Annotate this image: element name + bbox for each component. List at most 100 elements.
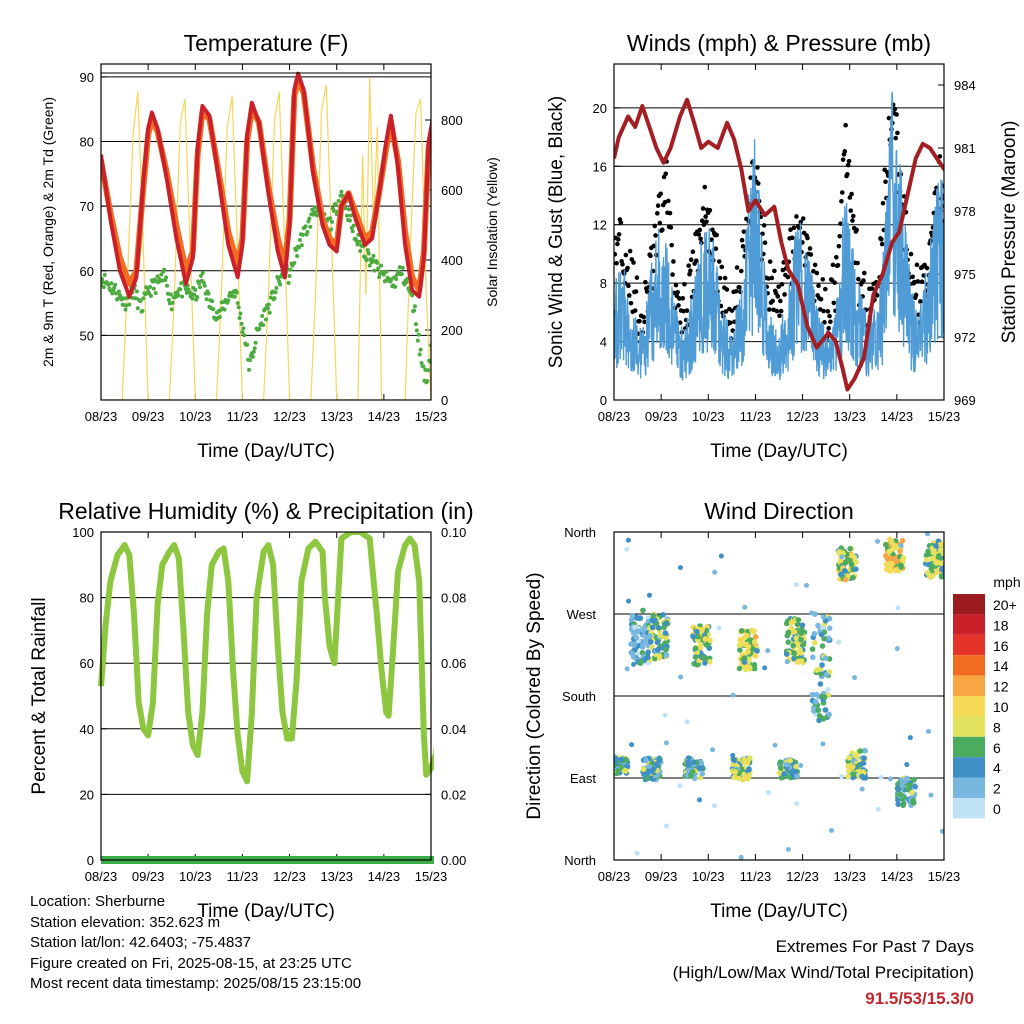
gust-point	[686, 263, 691, 268]
dewpoint-point	[192, 292, 197, 297]
legend-swatch	[953, 696, 985, 717]
dewpoint-point	[310, 207, 315, 212]
gust-point	[748, 175, 753, 181]
direction-point	[684, 719, 690, 725]
direction-point	[944, 681, 949, 686]
direction-point	[793, 635, 800, 641]
direction-point	[752, 634, 759, 640]
x-tick-label: 10/23	[692, 869, 725, 884]
dewpoint-point	[300, 232, 305, 237]
gust-point	[862, 270, 867, 276]
dewpoint-point	[379, 263, 384, 268]
dewpoint-point	[153, 291, 158, 296]
plot-frame	[100, 63, 432, 401]
gust-point	[719, 264, 725, 270]
direction-point	[607, 763, 613, 769]
gust-point	[848, 208, 854, 213]
direction-point	[607, 760, 613, 766]
direction-point	[637, 660, 644, 666]
direction-point	[643, 757, 649, 764]
gust-point	[919, 279, 925, 285]
gust-point	[658, 191, 663, 197]
gust-point	[688, 268, 693, 274]
direction-point	[852, 752, 858, 758]
gust-point	[680, 295, 686, 301]
y2-axis-label: Station Pressure (Maroon)	[999, 121, 1020, 344]
direction-point	[895, 605, 901, 611]
direction-point	[883, 561, 890, 568]
dewpoint-point	[241, 326, 246, 331]
gust-point	[910, 274, 915, 280]
panel-title-3: Wind Direction	[704, 498, 854, 524]
gust-point	[948, 172, 953, 177]
gust-point	[642, 319, 647, 325]
direction-point	[821, 635, 827, 642]
direction-point	[710, 747, 716, 753]
direction-point	[813, 698, 819, 705]
y2-tick-label: 0.08	[441, 591, 466, 606]
gust-point	[772, 268, 777, 274]
direction-point	[848, 561, 855, 568]
dewpoint-point	[416, 332, 421, 337]
gust-point	[822, 320, 827, 325]
x-tick-label: 15/23	[415, 869, 448, 884]
gust-point	[614, 251, 618, 257]
direction-point	[928, 792, 934, 798]
direction-point	[859, 773, 865, 780]
gust-point	[812, 262, 818, 268]
direction-point	[939, 828, 944, 834]
direction-point	[791, 650, 797, 657]
direction-point	[911, 776, 917, 783]
dewpoint-point	[180, 294, 185, 299]
gust-point	[652, 223, 658, 229]
gust-point	[714, 232, 719, 238]
direction-point	[663, 652, 670, 658]
gust-point	[660, 227, 665, 233]
direction-point	[745, 649, 751, 655]
y-tick-label: 60	[80, 264, 94, 279]
y-axis-label: Direction (Colored By Speed)	[524, 572, 545, 819]
y2-tick-label: 975	[954, 267, 976, 282]
dewpoint-point	[200, 270, 205, 275]
dewpoint-point	[389, 277, 394, 282]
direction-point	[762, 665, 768, 671]
dewpoint-point	[159, 272, 164, 277]
direction-point	[897, 791, 904, 798]
x-tick-label: 11/23	[740, 409, 772, 424]
direction-point	[822, 707, 829, 713]
x-tick-label: 11/23	[227, 409, 259, 424]
dewpoint-point	[433, 330, 437, 334]
direction-point	[820, 614, 827, 620]
direction-point	[938, 560, 944, 567]
direction-point	[887, 776, 893, 782]
gust-point	[774, 308, 780, 314]
gust-point	[805, 235, 810, 241]
direction-point	[634, 850, 640, 856]
dewpoint-point	[197, 281, 202, 286]
direction-point	[812, 640, 818, 646]
dewpoint-point	[297, 245, 301, 250]
gust-point	[778, 308, 784, 314]
dewpoint-point	[428, 359, 431, 364]
gust-point	[673, 282, 679, 288]
direction-point	[732, 769, 739, 775]
y-tick-label: 70	[80, 199, 94, 214]
direction-point	[795, 617, 802, 623]
dewpoint-point	[421, 364, 426, 369]
direction-point	[785, 639, 792, 645]
gust-point	[657, 220, 663, 226]
direction-point	[842, 576, 849, 583]
x-tick-label: 10/23	[179, 409, 212, 424]
direction-point	[689, 769, 696, 775]
dewpoint-point	[168, 292, 173, 297]
gust-point	[741, 229, 747, 234]
direction-point	[887, 568, 894, 574]
direction-point	[783, 651, 790, 657]
direction-point	[798, 630, 804, 637]
direction-point	[777, 765, 784, 771]
gust-point	[807, 246, 813, 251]
y-tick-label: 16	[593, 159, 607, 174]
gust-point	[879, 241, 885, 247]
direction-point	[695, 633, 701, 640]
